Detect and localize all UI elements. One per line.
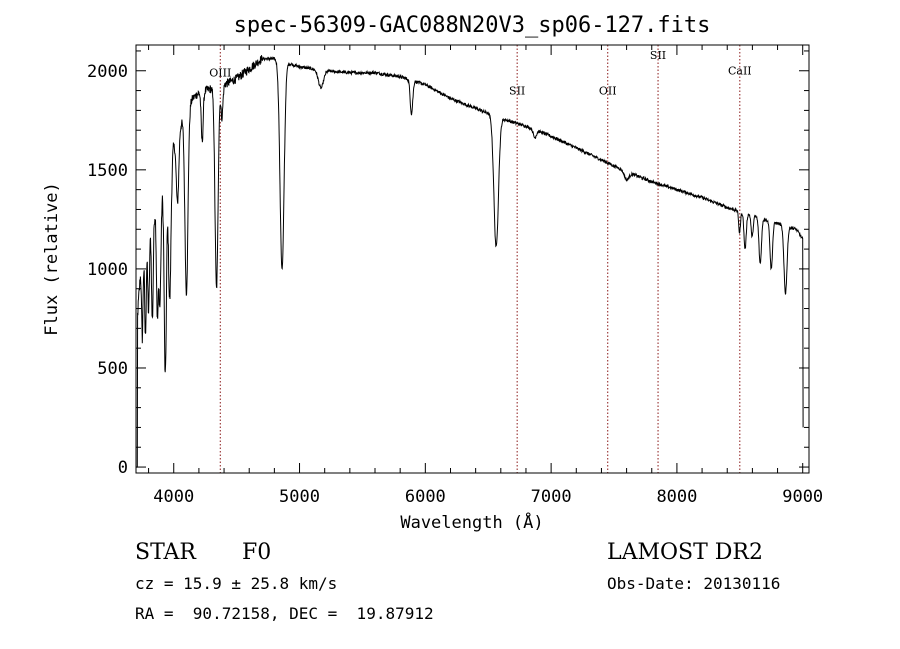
y-tick-label: 500 [97, 359, 128, 379]
line-marker-label-1: SII [509, 85, 525, 98]
x-tick-label: 7000 [531, 487, 572, 507]
line-marker-label-2: OII [599, 85, 617, 98]
chart-title: spec-56309-GAC088N20V3_sp06-127.fits [234, 13, 711, 38]
x-axis-label: Wavelength (Å) [400, 511, 543, 533]
y-axis-label: Flux (relative) [42, 182, 62, 336]
object-type: STAR [135, 540, 196, 565]
x-tick-label: 8000 [656, 487, 697, 507]
x-tick-label: 6000 [405, 487, 446, 507]
axis-ticks: 4000 5000 6000 7000 8000 9000 0 500 1000 1500 2000 [87, 45, 823, 507]
line-marker-label-0: OIII [209, 67, 231, 80]
line-marker-label-4: CaII [728, 65, 752, 78]
spectrum-line [136, 55, 804, 468]
y-tick-label: 0 [118, 458, 128, 478]
plot-frame [135, 44, 810, 474]
line-marker-layer: OIII SII OII SII CaII [209, 45, 752, 473]
survey-label: LAMOST DR2 [607, 540, 763, 565]
obs-date-text: Obs-Date: 20130116 [607, 574, 781, 593]
x-tick-label: 5000 [279, 487, 320, 507]
x-tick-label: 4000 [153, 487, 194, 507]
coordinates-text: RA = 90.72158, DEC = 19.87912 [135, 604, 434, 623]
y-tick-label: 2000 [87, 62, 128, 82]
redshift-text: cz = 15.9 ± 25.8 km/s [135, 574, 338, 593]
y-tick-label: 1000 [87, 260, 128, 280]
object-subclass: F0 [242, 540, 272, 565]
y-tick-label: 1500 [87, 161, 128, 181]
line-marker-label-3: SII [650, 49, 666, 62]
x-tick-label: 9000 [782, 487, 823, 507]
